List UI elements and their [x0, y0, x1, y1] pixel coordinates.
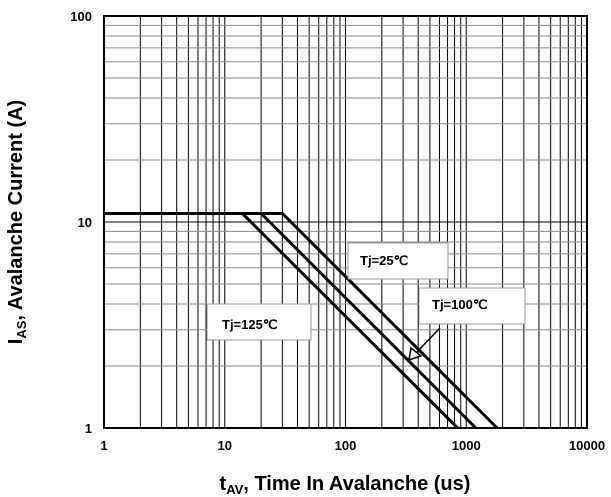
- annotation-tj25: Tj=25℃: [347, 242, 449, 280]
- annotation-arrow: [408, 327, 441, 362]
- annotation-tj100: Tj=100℃: [418, 287, 526, 325]
- series-line-2: [104, 212, 459, 430]
- y-tick-label: 1: [85, 421, 92, 436]
- x-tick-label: 1: [100, 438, 107, 453]
- tick-labels: 1 10 100 1000 10000 1 10 100: [70, 9, 605, 453]
- annotation-tj125: Tj=125℃: [206, 303, 312, 341]
- plot-frame: [103, 15, 588, 429]
- x-tick-label: 100: [335, 438, 357, 453]
- y-axis-title: IAS, Avalanche Current (A): [5, 100, 29, 344]
- x-tick-label: 10: [218, 438, 232, 453]
- annotation-tj100-label: Tj=100℃: [432, 297, 487, 312]
- grid-lines: [104, 16, 587, 428]
- x-tick-label: 1000: [452, 438, 481, 453]
- series-layer: [104, 212, 499, 430]
- x-axis-title: tAV, Time In Avalanche (us): [220, 473, 471, 497]
- annotation-tj25-label: Tj=25℃: [360, 253, 408, 268]
- y-tick-label: 10: [78, 215, 92, 230]
- y-tick-label: 100: [70, 9, 92, 24]
- x-tick-label: 10000: [569, 438, 605, 453]
- annotation-tj125-label: Tj=125℃: [222, 317, 277, 332]
